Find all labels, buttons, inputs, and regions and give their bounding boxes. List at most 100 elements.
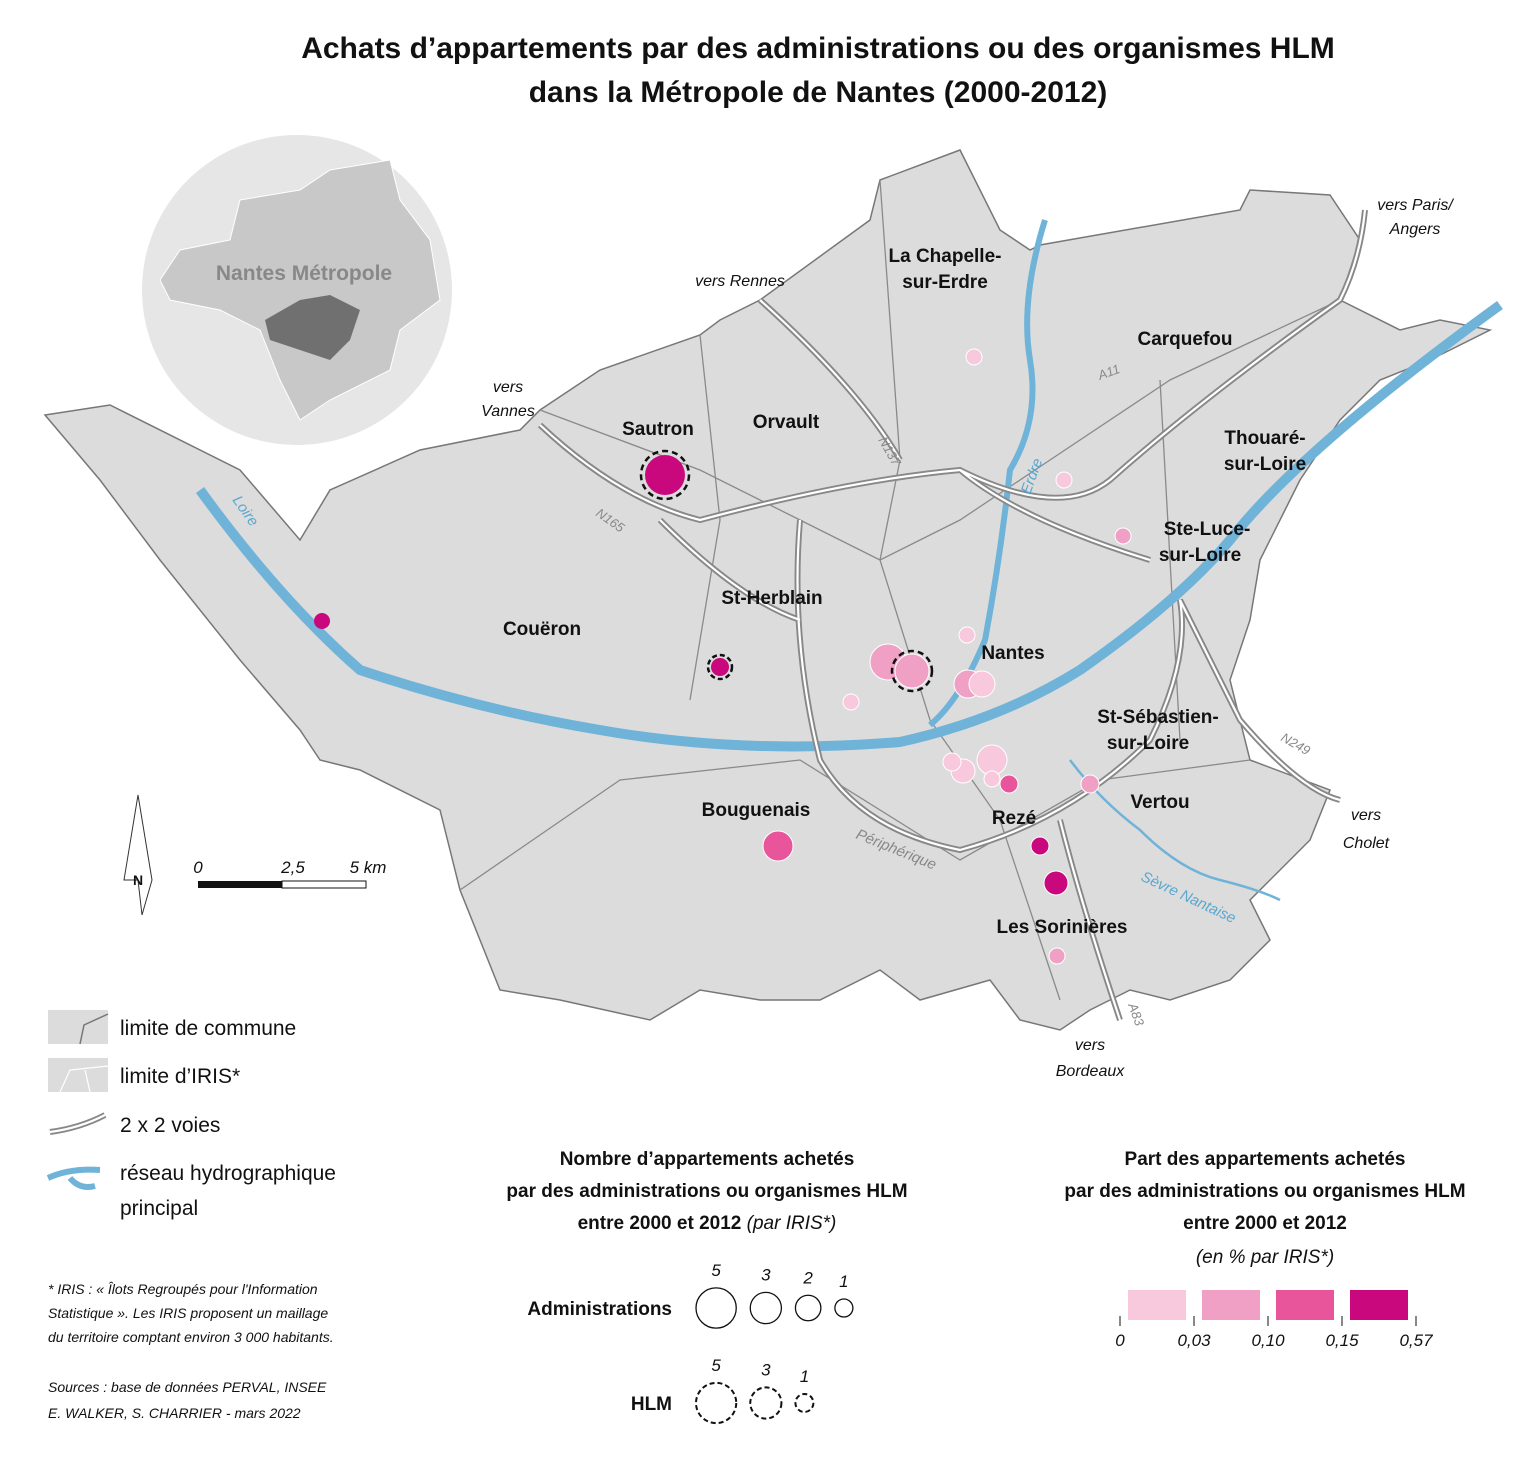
direction-label: Angers xyxy=(1389,221,1441,238)
footnote-line: Statistique ». Les IRIS proposent un mai… xyxy=(48,1305,328,1321)
road-label: N249 xyxy=(1279,730,1313,759)
source-line: Sources : base de données PERVAL, INSEE xyxy=(48,1379,327,1395)
legend-label: limite de commune xyxy=(120,1017,296,1040)
commune-label: Carquefou xyxy=(1138,329,1233,350)
inset-map: Nantes Métropole xyxy=(142,135,452,445)
footnote: * IRIS : « Îlots Regroupés pour l'Inform… xyxy=(48,1281,334,1421)
size-circle xyxy=(695,1287,737,1329)
iris-point xyxy=(314,613,330,629)
north-arrow-shape xyxy=(123,794,153,916)
iris-point xyxy=(842,693,860,711)
direction-label: vers Paris/ xyxy=(1377,197,1454,214)
iris-point xyxy=(999,774,1019,794)
size-circle-hlm xyxy=(749,1386,783,1420)
scale-label: 0 xyxy=(193,858,203,877)
legend-subtitle: (en % par IRIS*) xyxy=(1196,1247,1334,1268)
north-arrow: N xyxy=(123,794,153,916)
scale-seg xyxy=(198,881,282,888)
footnote-line: du territoire comptant environ 3 000 hab… xyxy=(48,1329,334,1345)
iris-point xyxy=(1043,870,1069,896)
color-swatch xyxy=(1128,1290,1186,1320)
iris-point xyxy=(1114,527,1132,545)
commune-label: Thouaré- xyxy=(1224,428,1305,449)
iris-point xyxy=(958,626,976,644)
title-line: Achats d’appartements par des administra… xyxy=(301,32,1335,65)
size-circle xyxy=(794,1294,822,1322)
legend-label: 2 x 2 voies xyxy=(120,1114,220,1137)
commune-label: St-Herblain xyxy=(721,588,822,609)
title-line: dans la Métropole de Nantes (2000-2012) xyxy=(529,76,1108,109)
size-circle xyxy=(749,1291,783,1325)
legend-title: par des administrations ou organismes HL… xyxy=(1064,1181,1465,1202)
iris-point xyxy=(1048,947,1066,965)
commune-label: Couëron xyxy=(503,619,581,640)
scale-seg xyxy=(281,880,367,889)
title: Achats d’appartements par des administra… xyxy=(301,32,1335,109)
size-legend: Nombre d’appartements achetés par des ad… xyxy=(506,1149,907,1234)
color-classes: 0 0,03 0,10 0,15 0,57 xyxy=(1115,1290,1433,1350)
legend-label: réseau hydrographique xyxy=(120,1162,336,1185)
size-circle xyxy=(834,1298,854,1318)
iris-points xyxy=(314,348,1132,965)
layer-legend: limite de commune limite d’IRIS* 2 x 2 v… xyxy=(46,1010,336,1220)
direction-label: vers xyxy=(1075,1037,1105,1054)
iris-point xyxy=(711,658,729,676)
road-label: A11 xyxy=(1095,361,1122,383)
size-rows: Administrations 5 3 2 1 HLM 5 3 1 xyxy=(527,1261,854,1425)
rivers xyxy=(195,219,1503,902)
inset-nantes xyxy=(265,295,360,360)
commune-label: sur-Erdre xyxy=(902,272,988,293)
iris-point xyxy=(645,455,685,495)
iris-point-hlm xyxy=(706,653,734,681)
size-label: 2 xyxy=(802,1268,813,1287)
road-label: A83 xyxy=(1125,1000,1148,1029)
legend-title: entre 2000 et 2012 (par IRIS*) xyxy=(578,1213,837,1234)
legend-label: principal xyxy=(120,1197,198,1220)
scale-label: 2,5 xyxy=(280,858,305,877)
iris-point xyxy=(1080,774,1100,794)
source-line: E. WALKER, S. CHARRIER - mars 2022 xyxy=(48,1405,301,1421)
commune-label: Rezé xyxy=(992,808,1036,829)
legend-label: limite d’IRIS* xyxy=(120,1065,240,1088)
iris-point xyxy=(965,348,983,366)
iris-point xyxy=(894,653,930,689)
commune-label: Orvault xyxy=(753,412,820,433)
commune-label: Nantes xyxy=(981,643,1044,664)
commune-label: La Chapelle- xyxy=(889,246,1002,267)
iris-point-hlm xyxy=(890,649,934,693)
break-label: 0,15 xyxy=(1325,1331,1359,1350)
iris-point xyxy=(942,752,962,772)
legend-line xyxy=(79,1013,109,1045)
direction-label: Cholet xyxy=(1343,835,1390,852)
break-label: 0 xyxy=(1115,1331,1125,1350)
direction-label: vers xyxy=(1351,807,1381,824)
legend-title-part: entre 2000 et 2012 xyxy=(578,1213,742,1234)
size-label: 5 xyxy=(711,1261,721,1280)
size-row-label: HLM xyxy=(631,1394,672,1415)
legend-line xyxy=(59,1065,109,1093)
size-label: 5 xyxy=(711,1356,721,1375)
commune-label: sur-Loire xyxy=(1107,733,1189,754)
legend-title: Part des appartements achetés xyxy=(1125,1149,1406,1170)
scale-bar: 0 2,5 5 km xyxy=(193,858,386,889)
erdre xyxy=(928,219,1048,728)
size-circle-hlm xyxy=(695,1381,738,1425)
commune-label: sur-Loire xyxy=(1224,454,1306,475)
commune-label: Les Sorinières xyxy=(997,917,1128,938)
iris-point xyxy=(1055,471,1073,489)
direction-label: vers Rennes xyxy=(695,273,785,290)
inset-label: Nantes Métropole xyxy=(216,262,392,285)
break-label: 0,03 xyxy=(1177,1331,1211,1350)
commune-label: Vertou xyxy=(1130,792,1189,813)
direction-label: Vannes xyxy=(481,403,535,420)
legend-swatch xyxy=(48,1010,108,1044)
break-label: 0,57 xyxy=(1399,1331,1433,1350)
commune-label: Sautron xyxy=(622,419,694,440)
legend-title-note: (par IRIS*) xyxy=(747,1213,837,1234)
roads xyxy=(537,209,1368,1021)
color-swatch xyxy=(1202,1290,1260,1320)
commune-label: Ste-Luce- xyxy=(1164,519,1251,540)
iris-point-hlm xyxy=(639,449,691,501)
legend-river xyxy=(46,1166,101,1190)
